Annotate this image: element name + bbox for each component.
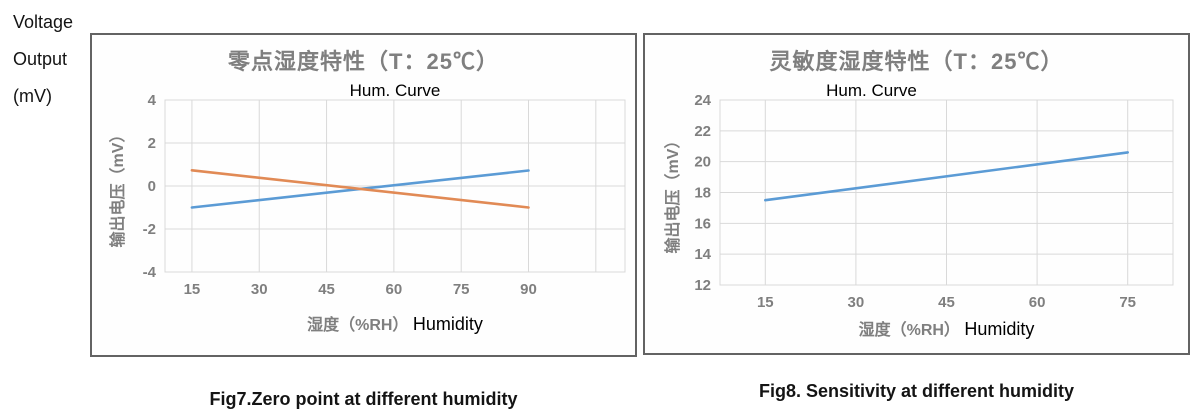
sensitivity-x-axis-annotation: Humidity: [964, 319, 1035, 339]
x-tick-label: 30: [251, 281, 268, 298]
sensitivity-line: [764, 151, 1130, 202]
zero-point-chart-title: 零点湿度特性（T：25℃）: [228, 49, 499, 74]
sensitivity-y-axis-label: 输出电压（mV）: [665, 132, 682, 254]
y-tick-label: 0: [148, 178, 156, 195]
y-tick-label: 14: [694, 246, 711, 263]
sensitivity-plot-area: 15 30 45 60 75 12 14 16 18 20 22 24: [694, 92, 1174, 311]
sensitivity-x-axis-label: 湿度（%RH）: [858, 322, 960, 339]
y-tick-label: 22: [694, 123, 711, 140]
voltage-output-axis-note-line2: Output: [13, 49, 68, 69]
zero-point-chart-panel: 15 30 45 60 75 90 -4 -2 0 2 4 零点湿度特性（T：25℃） Hum. C…: [90, 33, 637, 357]
x-tick-label: 60: [386, 281, 403, 298]
x-tick-label: 60: [1029, 294, 1046, 311]
y-tick-label: 24: [694, 92, 711, 109]
x-tick-label: 75: [453, 281, 470, 298]
sensitivity-x-axis-label-row: 湿度（%RH） Humidity: [720, 316, 1173, 340]
voltage-output-axis-note: Voltage Output (mV): [13, 4, 73, 115]
voltage-output-axis-note-line3: (mV): [13, 86, 52, 106]
y-tick-label: 18: [694, 185, 711, 202]
zero-point-x-axis-annotation: Humidity: [412, 314, 483, 334]
x-tick-label: 30: [848, 294, 865, 311]
x-tick-label: 75: [1119, 294, 1136, 311]
sensitivity-chart-subtitle: Hum. Curve: [826, 81, 917, 100]
y-tick-label: 16: [694, 215, 711, 232]
fig7-caption: Fig7.Zero point at different humidity: [209, 389, 518, 409]
x-tick-label: 15: [757, 294, 774, 311]
zero-point-falling-line: [190, 169, 530, 209]
y-tick-label: -2: [143, 221, 156, 238]
x-tick-label: 45: [938, 294, 955, 311]
y-tick-label: 12: [694, 277, 711, 294]
zero-point-y-axis-label: 输出电压（mV）: [110, 126, 127, 248]
y-tick-label: 4: [148, 92, 157, 109]
sensitivity-chart-panel: 15 30 45 60 75 12 14 16 18 20 22 24 灵敏度湿度特性（T：25℃） …: [643, 33, 1190, 355]
x-tick-label: 90: [520, 281, 537, 298]
x-tick-label: 45: [318, 281, 335, 298]
voltage-output-axis-note-line1: Voltage: [13, 12, 74, 32]
sensitivity-chart-title: 灵敏度湿度特性（T：25℃）: [769, 49, 1064, 74]
zero-point-x-axis-label-row: 湿度（%RH） Humidity: [165, 311, 625, 335]
fig8-caption: Fig8. Sensitivity at different humidity: [758, 381, 1075, 401]
zero-point-x-axis-label: 湿度（%RH）: [307, 317, 409, 334]
y-tick-label: 2: [148, 135, 156, 152]
x-tick-label: 15: [184, 281, 201, 298]
zero-point-plot-area: 15 30 45 60 75 90 -4 -2 0 2 4: [143, 92, 626, 298]
y-tick-label: 20: [694, 154, 711, 171]
zero-point-chart-subtitle: Hum. Curve: [349, 81, 441, 100]
y-tick-label: -4: [143, 264, 157, 281]
